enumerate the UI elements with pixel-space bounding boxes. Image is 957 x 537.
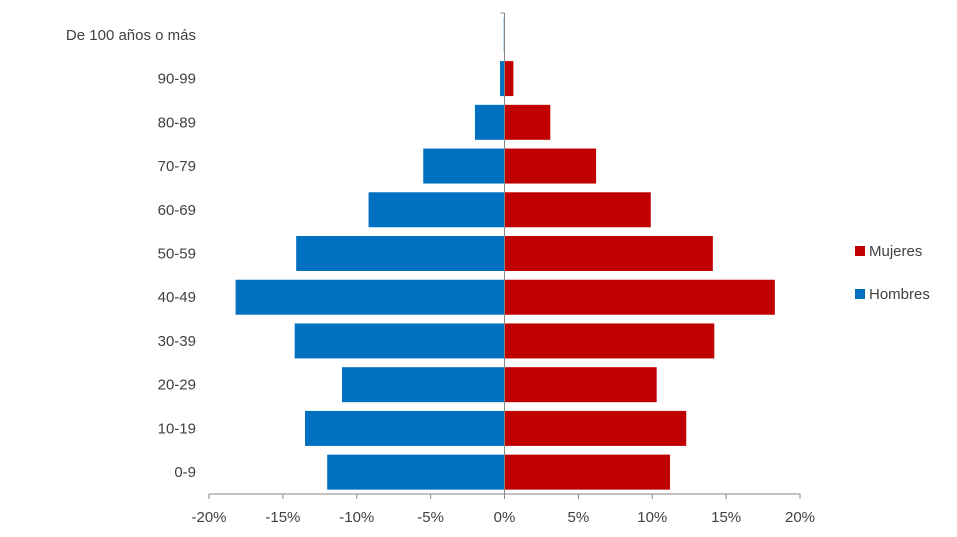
bar-mujeres-80-89 bbox=[504, 104, 551, 140]
category-label: De 100 años o más bbox=[66, 27, 196, 44]
x-tick-label: 10% bbox=[637, 509, 667, 526]
bar-mujeres-20-29 bbox=[504, 367, 657, 403]
bar-mujeres-30-39 bbox=[504, 323, 715, 359]
bar-hombres-50-59 bbox=[296, 236, 505, 271]
bar-mujeres-50-59 bbox=[504, 236, 713, 271]
x-tick-label: -10% bbox=[339, 509, 374, 526]
legend-swatch-hombres bbox=[855, 289, 865, 299]
legend: Mujeres Hombres bbox=[855, 243, 930, 303]
category-label: 50-59 bbox=[158, 246, 196, 263]
bar-hombres-60-69 bbox=[368, 192, 505, 228]
axes-layer bbox=[208, 12, 801, 499]
bar-hombres-30-39 bbox=[294, 323, 505, 359]
bar-mujeres-60-69 bbox=[504, 192, 651, 228]
legend-label-mujeres: Mujeres bbox=[869, 243, 922, 260]
category-label: 90-99 bbox=[158, 71, 196, 88]
bar-hombres-20-29 bbox=[341, 367, 505, 403]
bars-layer bbox=[235, 17, 775, 490]
x-tick-label: -15% bbox=[265, 509, 300, 526]
legend-label-hombres: Hombres bbox=[869, 286, 930, 303]
bar-hombres-90-99 bbox=[500, 61, 505, 97]
x-tick-label: 0% bbox=[494, 509, 516, 526]
bar-mujeres-70-79 bbox=[504, 148, 597, 184]
bar-mujeres-0-9 bbox=[504, 454, 670, 490]
bar-mujeres-10-19 bbox=[504, 410, 687, 446]
x-tick-label: 15% bbox=[711, 509, 741, 526]
category-label: 60-69 bbox=[158, 202, 196, 219]
x-tick-label: 5% bbox=[568, 509, 590, 526]
category-label: 40-49 bbox=[158, 289, 196, 306]
bar-hombres-40-49 bbox=[235, 279, 505, 315]
labels-layer: -20% -15% -10% -5% 0% 5% 10% 15% 20% 0-9 10-19 20-2… bbox=[66, 27, 815, 526]
bar-hombres-10-19 bbox=[305, 410, 505, 446]
category-label: 80-89 bbox=[158, 114, 196, 131]
bar-mujeres-40-49 bbox=[504, 279, 775, 315]
category-label: 70-79 bbox=[158, 158, 196, 175]
category-label: 10-19 bbox=[158, 420, 196, 437]
bar-mujeres-90-99 bbox=[504, 61, 514, 97]
bar-hombres-70-79 bbox=[423, 148, 505, 184]
category-label: 30-39 bbox=[158, 333, 196, 350]
bar-hombres-80-89 bbox=[474, 104, 505, 140]
x-tick-label: 20% bbox=[785, 509, 815, 526]
category-label: 0-9 bbox=[174, 464, 196, 481]
category-label: 20-29 bbox=[158, 377, 196, 394]
x-tick-label: -20% bbox=[191, 509, 226, 526]
legend-swatch-mujeres bbox=[855, 246, 865, 256]
bar-hombres-0-9 bbox=[327, 454, 505, 490]
x-tick-label: -5% bbox=[417, 509, 444, 526]
